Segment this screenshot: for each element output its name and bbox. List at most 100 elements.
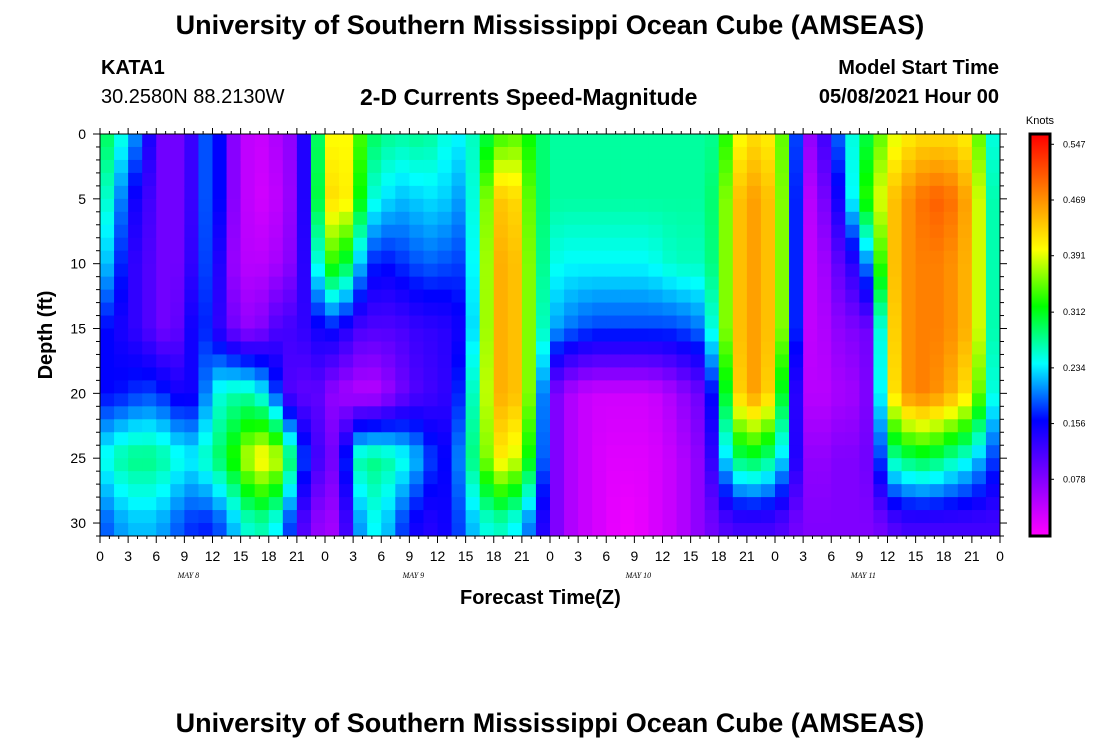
heatmap-cell (817, 393, 832, 407)
heatmap-cell (831, 172, 846, 187)
heatmap-cell (718, 185, 734, 200)
heatmap-cell (437, 315, 453, 330)
x-tick-label: 12 (880, 548, 896, 564)
heatmap-cell (704, 354, 720, 369)
heatmap-cell (789, 224, 804, 239)
heatmap-cell (170, 510, 185, 524)
heatmap-cell (929, 432, 945, 446)
heatmap-cell (929, 406, 945, 420)
heatmap-cell (268, 302, 284, 317)
heatmap-cell (339, 146, 354, 161)
heatmap-cell (535, 250, 551, 265)
heatmap-cell (240, 406, 256, 420)
heatmap-cell (521, 185, 537, 200)
heatmap-cell (732, 237, 748, 252)
heatmap-cell (282, 380, 298, 394)
heatmap-cell (212, 211, 228, 226)
heatmap-cell (746, 497, 762, 511)
heatmap-cell (606, 406, 621, 420)
heatmap-cell (114, 341, 129, 356)
heatmap-cell (550, 198, 565, 213)
heatmap-cell (676, 276, 692, 291)
x-day-label: MAY 9 (402, 571, 425, 580)
heatmap-cell (128, 315, 143, 330)
heatmap-cell (985, 276, 1000, 291)
heatmap-cell (901, 263, 917, 278)
heatmap-cell (648, 354, 664, 369)
heatmap-cell (142, 276, 157, 291)
heatmap-cell (634, 134, 650, 148)
heatmap-cell (803, 302, 818, 317)
heatmap-cell (437, 237, 453, 252)
heatmap-cell (550, 419, 565, 433)
heatmap-cell (268, 146, 284, 161)
heatmap-cell (100, 302, 115, 317)
heatmap-cell (395, 276, 410, 291)
heatmap-cell (845, 134, 860, 148)
heatmap-cell (156, 276, 171, 291)
heatmap-cell (718, 237, 734, 252)
heatmap-cell (142, 224, 157, 239)
heatmap-cell (507, 354, 523, 369)
heatmap-cell (550, 445, 565, 459)
heatmap-cell (451, 445, 467, 459)
heatmap-cell (817, 458, 832, 472)
heatmap-cell (718, 458, 734, 472)
heatmap-cell (409, 159, 425, 174)
heatmap-cell (732, 354, 748, 369)
heatmap-cell (803, 471, 818, 485)
heatmap-cell (437, 510, 453, 524)
heatmap-cell (100, 471, 115, 485)
heatmap-cell (817, 198, 832, 213)
x-axis: 0 3 6 9 12 15 18 21 0 3 6 9 12 15 18 21 0 3 6 9 12 15 18 21 0 3 6 9… (96, 128, 1004, 580)
heatmap-cell (437, 432, 453, 446)
heatmap-cell (128, 419, 143, 433)
heatmap-cell (437, 341, 453, 356)
heatmap-cell (718, 497, 734, 511)
heatmap-cell (648, 134, 664, 148)
heatmap-cell (704, 432, 720, 446)
heatmap-cell (114, 146, 129, 161)
heatmap-cell (521, 523, 537, 536)
heatmap-cell (128, 484, 143, 498)
heatmap-cell (957, 159, 973, 174)
heatmap-cell (690, 354, 706, 369)
heatmap-cell (901, 380, 917, 394)
heatmap-cell (142, 134, 157, 148)
heatmap-cell (423, 380, 439, 394)
heatmap-cell (957, 250, 973, 265)
heatmap-cell (254, 510, 270, 524)
heatmap-cell (353, 484, 368, 498)
heatmap-cell (310, 484, 326, 498)
heatmap-cell (817, 328, 832, 343)
heatmap-cell (775, 198, 790, 213)
heatmap-cell (310, 497, 326, 511)
heatmap-cell (592, 198, 607, 213)
heatmap-cell (184, 367, 200, 381)
x-tick-label: 21 (289, 548, 305, 564)
heatmap-cell (156, 419, 171, 433)
heatmap-cell (521, 198, 537, 213)
heatmap-cell (831, 185, 846, 200)
heatmap-cell (170, 224, 185, 239)
heatmap-cell (493, 419, 509, 433)
heatmap-cell (367, 172, 382, 187)
heatmap-cell (957, 263, 973, 278)
heatmap-cell (254, 302, 270, 317)
heatmap-cell (465, 134, 481, 148)
heatmap-cell (128, 354, 143, 369)
heatmap-cell (746, 224, 762, 239)
heatmap-cell (226, 406, 242, 420)
heatmap-cell (746, 172, 762, 187)
heatmap-cell (957, 211, 973, 226)
heatmap-cell (620, 224, 635, 239)
heatmap-cell (578, 328, 593, 343)
heatmap-cell (760, 367, 776, 381)
heatmap-cell (831, 146, 846, 161)
heatmap-cell (985, 432, 1000, 446)
heatmap-cell (240, 497, 256, 511)
heatmap-cell (718, 315, 734, 330)
heatmap-cell (282, 172, 298, 187)
heatmap-cell (901, 497, 917, 511)
